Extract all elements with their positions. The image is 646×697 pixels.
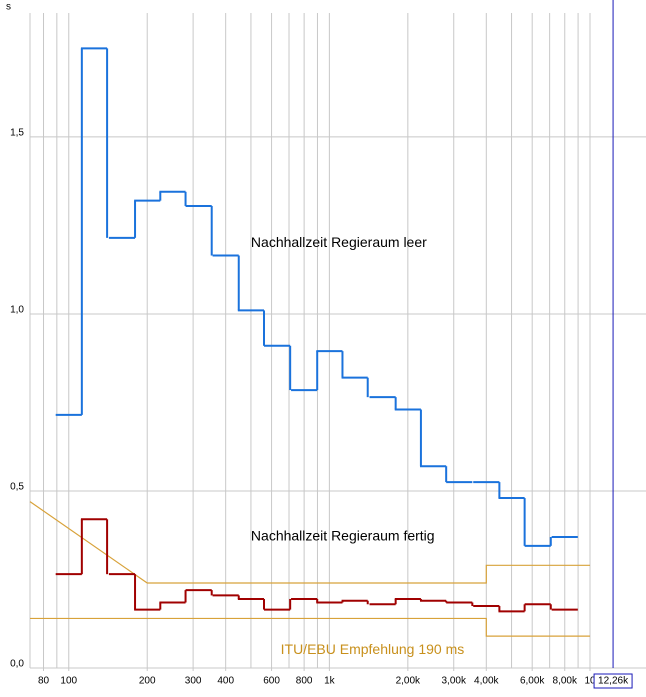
x-tick-label: 8,00k: [553, 676, 578, 687]
x-tick-label: 400: [217, 676, 234, 687]
tolerance-line: [29, 501, 591, 584]
x-tick-label: 2,00k: [396, 676, 421, 687]
x-tick-label: 1k: [324, 676, 336, 687]
annotation: Nachhallzeit Regieraum leer: [251, 234, 427, 250]
y-tick-label: 0,5: [10, 482, 24, 493]
annotation: Nachhallzeit Regieraum fertig: [251, 528, 435, 544]
x-tick-label: 80: [38, 676, 50, 687]
tolerance-line: [30, 617, 591, 637]
annotation: ITU/EBU Empfehlung 190 ms: [281, 641, 465, 657]
cursor-box: [593, 673, 633, 689]
y-tick-label: 1,0: [10, 305, 24, 316]
x-tick-label: 600: [263, 676, 280, 687]
x-tick-label: 200: [139, 676, 156, 687]
x-tick-label: 100: [60, 676, 77, 687]
x-tick-label: 3,00k: [441, 676, 466, 687]
cursor-label: 12,26k: [598, 676, 629, 687]
x-tick-label: 300: [185, 676, 202, 687]
y-tick-label: 0,0: [10, 659, 24, 670]
x-tick-label: 800: [296, 676, 313, 687]
x-tick-label: 4,00k: [474, 676, 499, 687]
x-tick-label: 6,00k: [520, 676, 545, 687]
y-axis-label: s: [6, 2, 11, 13]
x-tick-label: 10: [584, 676, 596, 687]
y-tick-label: 1,5: [10, 128, 24, 139]
